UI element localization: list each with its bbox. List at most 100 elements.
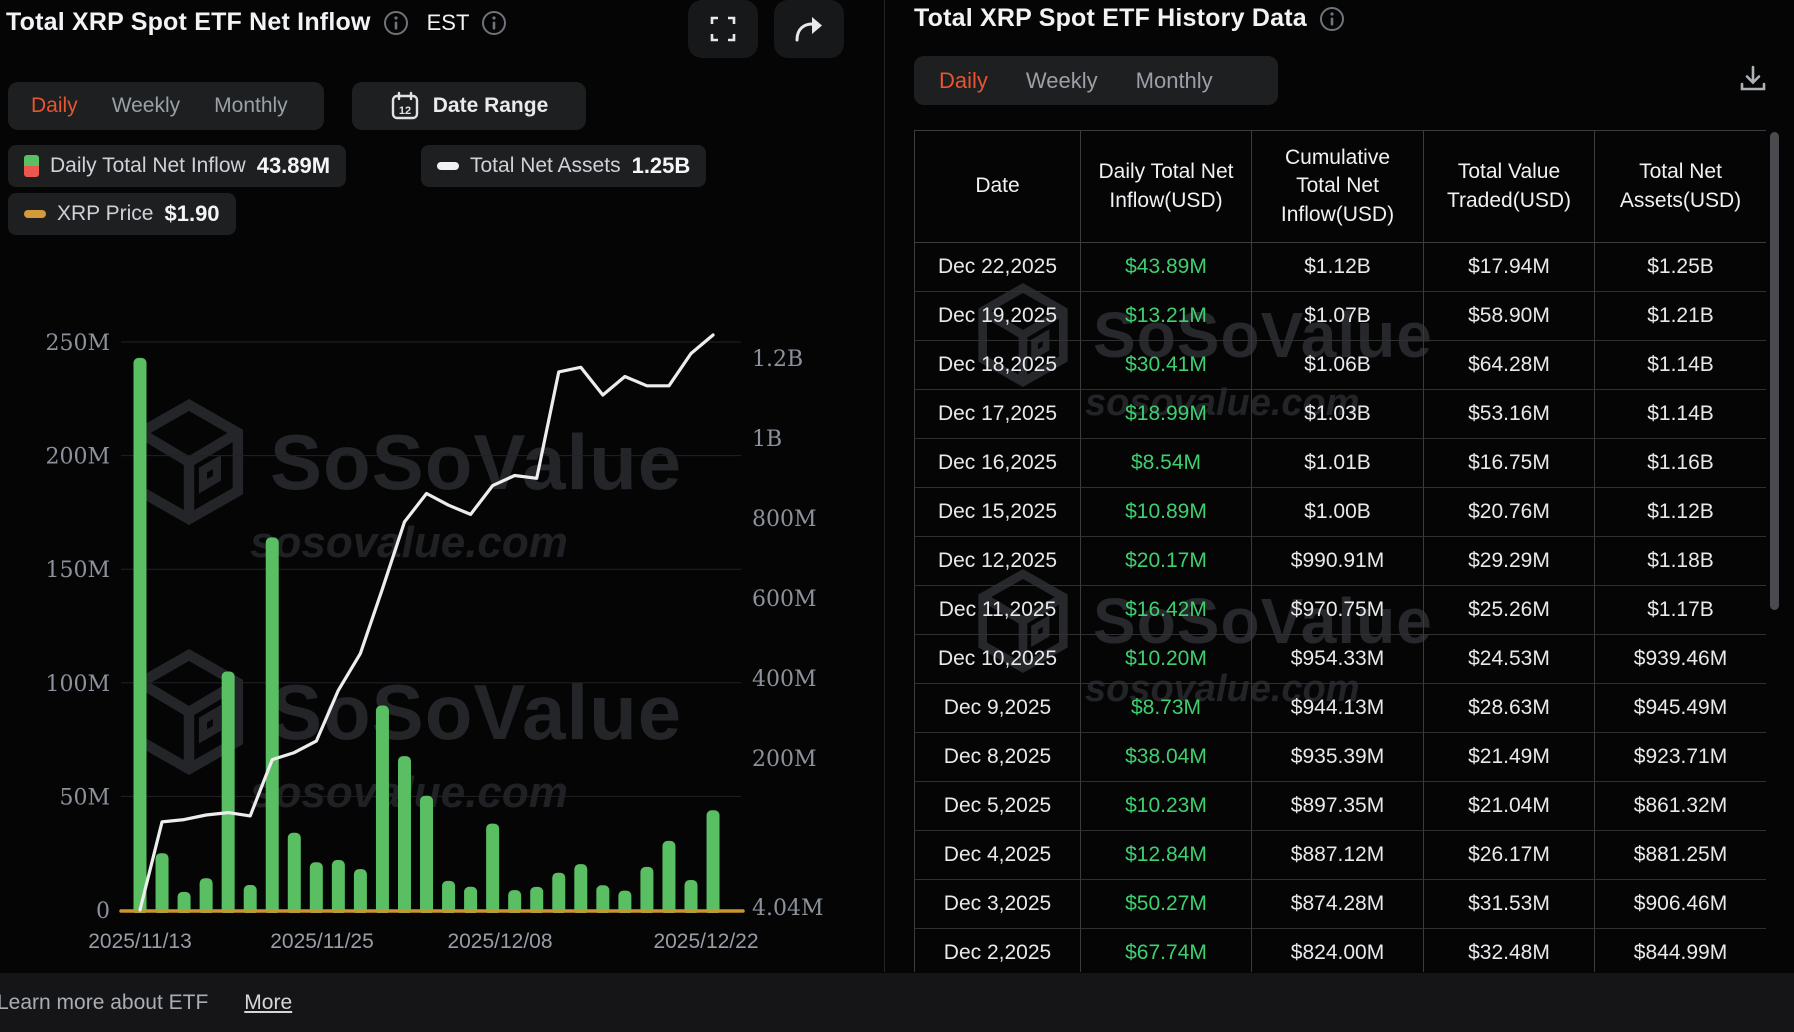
share-button[interactable]	[774, 0, 844, 58]
tab-weekly[interactable]: Weekly	[1025, 67, 1098, 93]
legend-value: 43.89M	[256, 153, 331, 178]
right-axis-tick: 600M	[752, 587, 817, 612]
table-cell: $17.94M	[1424, 243, 1595, 292]
table-cell: $18.99M	[1081, 390, 1252, 439]
table-cell: $10.23M	[1081, 782, 1252, 831]
legend-xrp-price[interactable]: XRP Price $1.90	[8, 193, 236, 235]
inflow-bar	[177, 891, 191, 915]
right-axis-tick: 200M	[752, 747, 817, 772]
right-axis-tick: 1B	[752, 427, 782, 452]
net-inflow-panel: Total XRP Spot ETF Net Inflow EST	[0, 0, 884, 972]
table-cell-date: Dec 15,2025	[915, 488, 1081, 537]
table-row: Dec 2,2025 $67.74M $824.00M $32.48M $844.99M	[915, 929, 1766, 972]
table-cell: $1.06B	[1252, 341, 1424, 390]
table-cell: $1.14B	[1595, 341, 1766, 390]
table-cell: $28.63M	[1424, 684, 1595, 733]
table-cell: $8.54M	[1081, 439, 1252, 488]
inflow-bar	[420, 795, 434, 915]
table-cell: $906.46M	[1595, 880, 1766, 929]
table-cell-date: Dec 22,2025	[915, 243, 1081, 292]
table-cell: $824.00M	[1252, 929, 1424, 972]
table-header-cell: Cumulative Total Net Inflow(USD)	[1252, 131, 1424, 243]
table-row: Dec 8,2025 $38.04M $935.39M $21.49M $923.71M	[915, 733, 1766, 782]
date-range-button[interactable]: 12 Date Range	[352, 82, 586, 130]
table-row: Dec 15,2025 $10.89M $1.00B $20.76M $1.12B	[915, 488, 1766, 537]
legend-value: $1.90	[164, 201, 220, 226]
table-cell: $1.21B	[1595, 292, 1766, 341]
table-scrollbar[interactable]	[1770, 132, 1779, 610]
share-icon	[795, 17, 822, 42]
table-cell-date: Dec 16,2025	[915, 439, 1081, 488]
inflow-bar	[662, 840, 676, 915]
table-cell-date: Dec 17,2025	[915, 390, 1081, 439]
history-data-panel: Total XRP Spot ETF History Data Daily We…	[884, 0, 1794, 972]
fullscreen-icon	[710, 16, 736, 42]
info-icon[interactable]	[481, 10, 507, 36]
svg-text:12: 12	[399, 105, 411, 117]
x-axis-tick: 2025/12/22	[653, 930, 758, 953]
inflow-bar	[331, 860, 345, 915]
table-row: Dec 3,2025 $50.27M $874.28M $31.53M $906.46M	[915, 880, 1766, 929]
table-header-cell: Daily Total Net Inflow(USD)	[1081, 131, 1252, 243]
tab-monthly[interactable]: Monthly	[1135, 67, 1213, 93]
inflow-bar	[464, 886, 478, 915]
timezone-label: EST	[426, 9, 470, 35]
table-cell: $24.53M	[1424, 635, 1595, 684]
table-cell: $43.89M	[1081, 243, 1252, 292]
legend-label: Daily Total Net Inflow	[50, 154, 246, 177]
table-row: Dec 19,2025 $13.21M $1.07B $58.90M $1.21B	[915, 292, 1766, 341]
table-cell: $970.75M	[1252, 586, 1424, 635]
info-icon[interactable]	[383, 10, 409, 36]
table-cell: $67.74M	[1081, 929, 1252, 972]
tab-daily[interactable]: Daily	[31, 94, 78, 117]
inflow-bar	[618, 890, 632, 915]
table-cell: $50.27M	[1081, 880, 1252, 929]
x-axis-tick: 2025/11/13	[88, 930, 192, 953]
footer-more-link[interactable]: More	[244, 990, 293, 1014]
footer-bar: Learn more about ETF More	[0, 972, 1794, 1032]
table-cell: $13.21M	[1081, 292, 1252, 341]
calendar-icon: 12	[391, 91, 418, 120]
legend-daily-net-inflow[interactable]: Daily Total Net Inflow 43.89M	[8, 145, 347, 187]
legend-total-net-assets[interactable]: Total Net Assets 1.25B	[421, 145, 707, 187]
tab-daily[interactable]: Daily	[939, 67, 988, 93]
inflow-series-icon	[24, 155, 39, 177]
table-cell: $1.14B	[1595, 390, 1766, 439]
table-cell: $10.89M	[1081, 488, 1252, 537]
table-cell: $21.49M	[1424, 733, 1595, 782]
download-button[interactable]	[1733, 60, 1773, 98]
table-cell: $1.25B	[1595, 243, 1766, 292]
table-cell-date: Dec 19,2025	[915, 292, 1081, 341]
inflow-bar	[155, 853, 169, 915]
table-cell: $923.71M	[1595, 733, 1766, 782]
inflow-bar	[684, 879, 698, 915]
inflow-bar	[530, 886, 544, 915]
x-axis-tick: 2025/12/08	[447, 930, 552, 953]
table-cell: $8.73M	[1081, 684, 1252, 733]
tab-weekly[interactable]: Weekly	[111, 94, 181, 117]
table-cell: $881.25M	[1595, 831, 1766, 880]
table-cell-date: Dec 9,2025	[915, 684, 1081, 733]
table-cell: $861.32M	[1595, 782, 1766, 831]
table-cell: $10.20M	[1081, 635, 1252, 684]
fullscreen-button[interactable]	[688, 0, 758, 58]
info-icon[interactable]	[1319, 6, 1345, 32]
table-cell: $990.91M	[1252, 537, 1424, 586]
table-row: Dec 10,2025 $10.20M $954.33M $24.53M $939.46…	[915, 635, 1766, 684]
table-header-cell: Total Value Traded(USD)	[1424, 131, 1595, 243]
table-period-tabs: Daily Weekly Monthly	[914, 56, 1278, 105]
table-cell: $31.53M	[1424, 880, 1595, 929]
tab-monthly[interactable]: Monthly	[214, 94, 288, 117]
left-axis-tick: 200M	[45, 445, 110, 470]
history-table-body: Dec 22,2025 $43.89M $1.12B $17.94M $1.25B Dec…	[915, 243, 1766, 972]
table-cell: $887.12M	[1252, 831, 1424, 880]
inflow-bar	[442, 880, 456, 915]
right-axis-tick: 800M	[752, 507, 817, 532]
table-cell: $12.84M	[1081, 831, 1252, 880]
history-table-wrap[interactable]: Date Daily Total Net Inflow(USD) Cumulativ…	[914, 130, 1766, 972]
table-cell: $1.18B	[1595, 537, 1766, 586]
table-cell: $954.33M	[1252, 635, 1424, 684]
inflow-bar	[287, 832, 301, 915]
inflow-bar	[309, 862, 323, 915]
table-cell-date: Dec 12,2025	[915, 537, 1081, 586]
